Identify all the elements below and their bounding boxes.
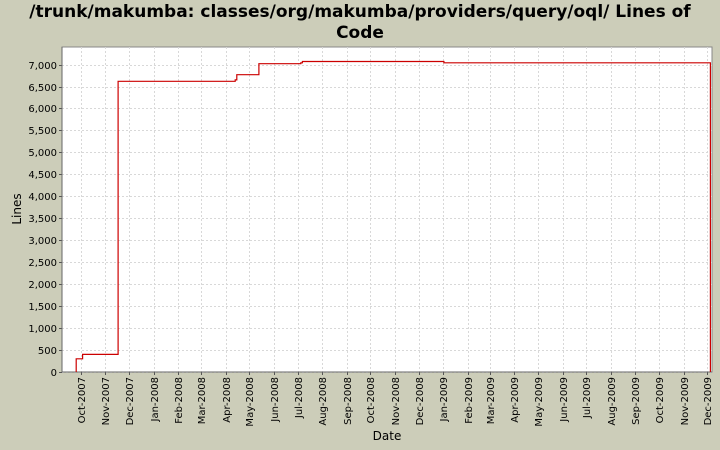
x-tick-label: Jan-2008 [150, 377, 161, 422]
x-axis-label: Date [373, 429, 402, 443]
y-tick-label: 500 [38, 346, 57, 357]
axes: 0 500 1,000 1,500 2,000 2,500 3,000 3,500 4,000 4… [28, 47, 714, 427]
x-tick-label: Nov-2008 [391, 377, 402, 425]
y-tick-label: 2,500 [28, 258, 57, 269]
x-tick-label: Jun-2009 [559, 377, 570, 423]
y-tick-label: 4,500 [28, 170, 57, 181]
x-tick-label: May-2008 [245, 377, 256, 427]
plot-area [61, 46, 713, 373]
x-tick-label: Sep-2008 [343, 377, 354, 425]
x-tick-label: Dec-2009 [703, 377, 714, 425]
x-tick-label: Apr-2008 [222, 377, 233, 423]
x-tick-label: Dec-2008 [415, 377, 426, 425]
x-tick-label: Aug-2008 [318, 377, 329, 426]
x-tick-label: Oct-2008 [366, 377, 377, 423]
x-tick-label: Feb-2008 [174, 377, 185, 424]
y-tick-label: 0 [51, 368, 57, 379]
y-tick-label: 5,000 [28, 148, 57, 159]
y-tick-label: 1,500 [28, 302, 57, 313]
x-tick-label: Oct-2007 [77, 377, 88, 423]
y-tick-label: 5,500 [28, 126, 57, 137]
y-tick-label: 6,500 [28, 83, 57, 94]
y-tick-label: 1,000 [28, 324, 57, 335]
x-tick-label: Nov-2007 [101, 377, 112, 425]
x-tick-label: Jun-2008 [270, 377, 281, 423]
x-tick-label: Jul-2008 [294, 377, 305, 419]
y-tick-label: 2,000 [28, 280, 57, 291]
y-axis-label: Lines [10, 193, 24, 224]
x-tick-label: Oct-2009 [655, 377, 666, 423]
y-tick-label: 3,000 [28, 236, 57, 247]
x-tick-label: Jul-2009 [582, 377, 593, 419]
x-tick-label: Dec-2007 [125, 377, 136, 425]
y-tick-label: 4,000 [28, 192, 57, 203]
chart-title-line-1: /trunk/makumba: classes/org/makumba/prov… [29, 2, 691, 22]
y-tick-label: 7,000 [28, 61, 57, 72]
y-tick-label: 6,000 [28, 104, 57, 115]
x-tick-label: Jan-2009 [439, 377, 450, 422]
series-layer [75, 60, 711, 372]
x-tick-label: Sep-2009 [631, 377, 642, 425]
chart-title: /trunk/makumba: classes/org/makumba/prov… [0, 2, 720, 44]
x-tick-label: Nov-2009 [680, 377, 691, 425]
x-tick-label: Feb-2009 [464, 377, 475, 424]
chart-title-line-2: Code [336, 23, 384, 43]
x-tick-label: Apr-2009 [510, 377, 521, 423]
grid-lines [62, 47, 712, 373]
x-tick-label: Aug-2009 [607, 377, 618, 426]
series-line [75, 60, 711, 372]
x-tick-label: Mar-2008 [197, 377, 208, 424]
x-tick-label: May-2009 [534, 377, 545, 427]
x-tick-label: Mar-2009 [486, 377, 497, 424]
y-tick-label: 3,500 [28, 214, 57, 225]
